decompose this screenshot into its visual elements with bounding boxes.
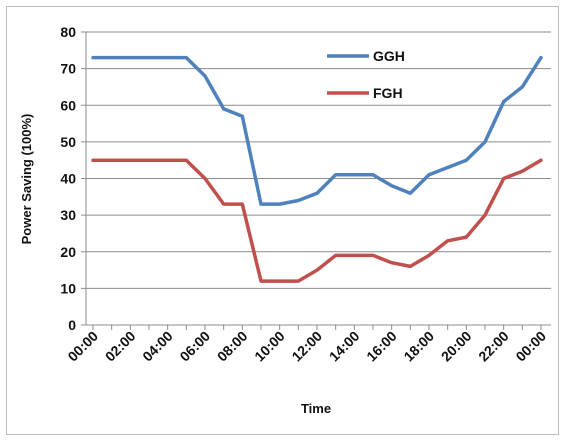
series-lines (91, 55, 543, 283)
gridlines (86, 31, 551, 289)
x-tick-label: 04:00 (139, 328, 176, 365)
y-tick-label: 80 (60, 24, 76, 40)
series-line-fgh (91, 158, 543, 283)
x-tick-label: 00:00 (512, 328, 549, 365)
x-axis-label: Time (301, 401, 331, 416)
x-tick-label: 08:00 (214, 328, 251, 365)
x-tick-label: 10:00 (251, 328, 288, 365)
x-tick-label: 00:00 (64, 328, 101, 365)
legend-label-ggh: GGH (373, 48, 405, 64)
x-tick-label: 02:00 (102, 328, 139, 365)
y-tick-label: 60 (60, 97, 76, 113)
series-line-ggh (91, 55, 543, 206)
y-tick-label: 30 (60, 207, 76, 223)
x-tick-label: 18:00 (400, 328, 437, 365)
chart-frame: 0 10 20 30 40 50 60 70 80 00:00 02:00 04:00 06:00 08:… (6, 6, 559, 435)
x-tick-label: 20:00 (438, 328, 475, 365)
y-tick-label: 20 (60, 244, 76, 260)
y-tick-label: 40 (60, 171, 76, 187)
y-tick-label: 50 (60, 134, 76, 150)
x-tick-label: 06:00 (176, 328, 213, 365)
y-tick-label: 10 (60, 280, 76, 296)
x-tick-label: 16:00 (363, 328, 400, 365)
y-axis-label: Power Saving (100%) (19, 114, 34, 245)
y-tick-label: 0 (68, 317, 76, 333)
y-tick-label: 70 (60, 61, 76, 77)
x-tick-label: 22:00 (475, 328, 512, 365)
legend-label-fgh: FGH (373, 85, 403, 101)
x-tick-label: 12:00 (288, 328, 325, 365)
x-tick-label: 14:00 (326, 328, 363, 365)
legend: GGH FGH (327, 48, 405, 101)
